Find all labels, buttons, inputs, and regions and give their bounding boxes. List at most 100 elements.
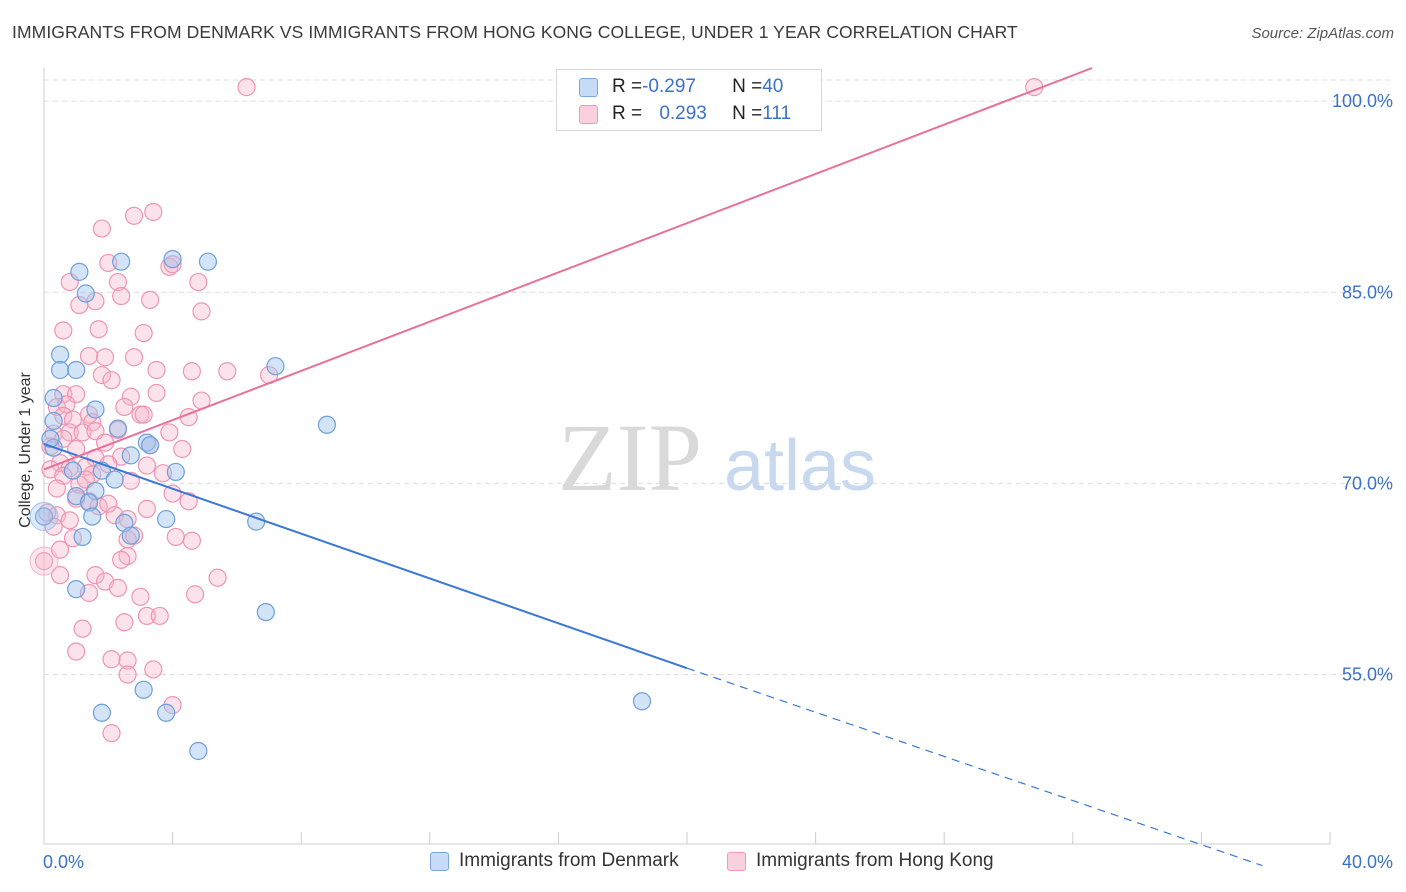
denmark-point — [317, 415, 337, 434]
legend-row-denmark: R = -0.297 N = 40 — [579, 75, 783, 99]
bottom-legend-hong-kong: Immigrants from Hong Kong — [727, 850, 994, 872]
hong-kong-trend-line — [43, 67, 1093, 471]
legend-r-value: 0.293 — [659, 103, 707, 124]
bottom-legend-label-denmark: Immigrants from Denmark — [459, 850, 679, 871]
legend-n-label: N = — [732, 103, 763, 124]
denmark-point — [121, 446, 140, 465]
denmark-point — [86, 400, 105, 419]
hong-kong-point — [173, 439, 192, 459]
denmark-point — [76, 284, 95, 303]
hong-kong-point — [89, 320, 108, 339]
hong-kong-point — [153, 464, 173, 483]
hong-kong-point — [99, 253, 118, 273]
hong-kong-point — [73, 423, 92, 442]
y-tick-label: 55.0% — [1342, 665, 1393, 685]
denmark-point — [137, 433, 156, 452]
hong-kong-point — [112, 286, 131, 306]
source-credit: Source: ZipAtlas.com — [1251, 25, 1394, 42]
denmark-point — [134, 680, 153, 699]
hong-kong-point — [108, 272, 128, 292]
hong-kong-point — [147, 383, 166, 403]
legend-n-value: 40 — [762, 76, 784, 97]
hong-kong-point — [54, 321, 73, 340]
denmark-point — [632, 692, 652, 711]
denmark-point — [29, 502, 59, 532]
denmark-point — [50, 345, 70, 364]
legend-row-hong-kong: R = 0.293 N = 111 — [579, 102, 791, 126]
hong-kong-point — [124, 206, 144, 225]
hong-kong-points — [29, 78, 1044, 743]
denmark-point — [256, 602, 275, 622]
denmark-point — [50, 360, 70, 380]
denmark-point — [108, 419, 128, 438]
hong-kong-point — [79, 346, 99, 366]
hong-kong-point — [108, 578, 128, 597]
denmark-point — [121, 526, 140, 545]
hong-kong-point — [179, 492, 198, 511]
correlation-legend: R = -0.297 N = 40 R = 0.293 N = 111 — [556, 69, 822, 131]
hong-kong-point — [218, 362, 237, 381]
legend-swatch-hong-kong — [579, 104, 598, 124]
hong-kong-point — [47, 479, 66, 498]
hong-kong-point — [63, 529, 83, 548]
hong-kong-point — [60, 511, 79, 530]
legend-n-label: N = — [732, 76, 763, 97]
denmark-point — [34, 507, 54, 526]
denmark-point — [44, 388, 63, 408]
hong-kong-point — [102, 650, 121, 669]
x-tick-label-min: 0.0% — [43, 852, 85, 872]
hong-kong-point — [34, 552, 54, 571]
hong-kong-point — [237, 78, 256, 97]
denmark-point — [198, 252, 218, 271]
denmark-point — [63, 461, 83, 480]
watermark: ZIP atlas — [558, 404, 876, 511]
bottom-legend-swatch-denmark — [430, 851, 449, 871]
denmark-point — [86, 481, 105, 501]
hong-kong-point — [124, 348, 144, 367]
hong-kong-point — [86, 566, 105, 585]
denmark-point — [105, 470, 124, 489]
hong-kong-point — [115, 613, 134, 632]
hong-kong-point — [192, 302, 211, 321]
hong-kong-point — [140, 290, 160, 310]
watermark-atlas: atlas — [724, 426, 876, 506]
hong-kong-point — [166, 527, 185, 547]
legend-r-label: R = — [612, 103, 643, 124]
hong-kong-point — [118, 651, 137, 670]
hong-kong-point — [134, 405, 153, 424]
denmark-point — [157, 509, 176, 529]
y-tick-label: 70.0% — [1342, 473, 1393, 493]
hong-kong-point — [95, 348, 115, 367]
hong-kong-point — [137, 456, 156, 475]
denmark-point — [44, 411, 63, 431]
denmark-point — [163, 250, 182, 269]
bottom-legend-denmark: Immigrants from Denmark — [430, 850, 679, 872]
hong-kong-point — [189, 272, 208, 292]
watermark-zip: ZIP — [558, 404, 702, 511]
hong-kong-point — [102, 724, 121, 743]
denmark-point — [41, 429, 60, 448]
hong-kong-point — [144, 202, 163, 222]
hong-kong-point — [118, 665, 137, 684]
denmark-points — [29, 250, 652, 761]
denmark-point — [166, 462, 185, 482]
axes — [43, 68, 1331, 845]
hong-kong-point — [163, 255, 182, 274]
hong-kong-point — [29, 546, 59, 576]
hong-kong-point — [137, 606, 156, 626]
hong-kong-point — [92, 219, 111, 238]
hong-kong-point — [67, 642, 86, 661]
hong-kong-point — [137, 499, 156, 518]
hong-kong-point — [160, 423, 179, 442]
hong-kong-point — [115, 397, 134, 417]
hong-kong-point — [186, 585, 205, 604]
hong-kong-point — [131, 587, 150, 606]
denmark-trend-extension — [686, 667, 1263, 867]
hong-kong-point — [73, 619, 92, 638]
hong-kong-point — [182, 362, 201, 381]
denmark-point — [67, 580, 86, 599]
chart-title: IMMIGRANTS FROM DENMARK VS IMMIGRANTS FR… — [12, 22, 1018, 42]
legend-r-value: -0.297 — [642, 76, 696, 97]
hong-kong-point — [86, 292, 105, 311]
